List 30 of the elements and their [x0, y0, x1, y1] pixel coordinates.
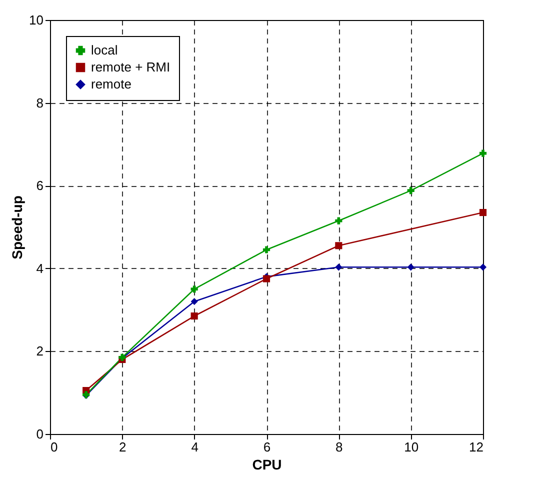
- x-tick-label: 12: [469, 440, 484, 454]
- y-tick-label: 10: [29, 12, 44, 28]
- x-tick-label: 4: [191, 440, 198, 454]
- point: [407, 264, 414, 271]
- y-tick-label: 0: [36, 426, 44, 442]
- point: [407, 187, 414, 194]
- legend-label: local: [91, 42, 118, 58]
- point: [479, 208, 487, 216]
- x-tick-label: 8: [336, 440, 343, 454]
- y-tick-label: 6: [36, 178, 44, 194]
- legend-label: remote + RMI: [91, 60, 170, 74]
- point: [190, 298, 198, 306]
- point: [335, 242, 342, 250]
- point: [335, 217, 342, 224]
- point: [262, 246, 270, 254]
- x-tick-label: 2: [119, 440, 126, 454]
- x-tick-label: 10: [404, 440, 419, 454]
- y-tick-label: 4: [36, 260, 44, 276]
- legend-label: remote: [91, 76, 132, 92]
- x-axis-title: CPU: [252, 456, 282, 472]
- y-tick-label: 8: [36, 95, 44, 110]
- point: [479, 264, 487, 271]
- point: [190, 312, 198, 320]
- point: [479, 150, 487, 157]
- y-tick-label: 2: [36, 344, 44, 359]
- point: [190, 286, 198, 293]
- x-tick-label: 6: [263, 440, 271, 454]
- x-tick-label: 0: [50, 440, 58, 454]
- point: [335, 264, 342, 271]
- y-axis-title: Speed-up: [9, 196, 26, 260]
